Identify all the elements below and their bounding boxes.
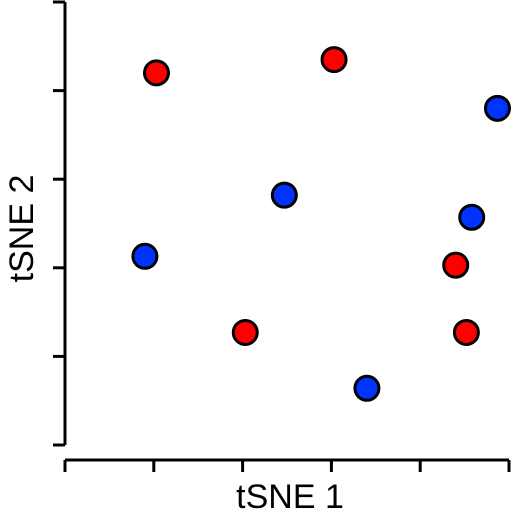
x-axis-label: tSNE 1 (236, 478, 344, 513)
data-point-s1-4 (483, 94, 511, 122)
data-point-s0-4 (452, 318, 480, 346)
y-axis-label: tSNE 2 (3, 175, 41, 283)
data-point-s0-0 (142, 59, 170, 87)
data-point-s1-0 (131, 242, 159, 270)
data-point-s0-2 (231, 318, 259, 346)
points-layer (131, 46, 511, 402)
data-point-s1-1 (270, 181, 298, 209)
data-point-s1-3 (458, 203, 486, 231)
axes-layer (53, 0, 511, 472)
data-point-s0-3 (442, 251, 470, 279)
data-point-s1-2 (353, 374, 381, 402)
data-point-s0-1 (320, 46, 348, 74)
